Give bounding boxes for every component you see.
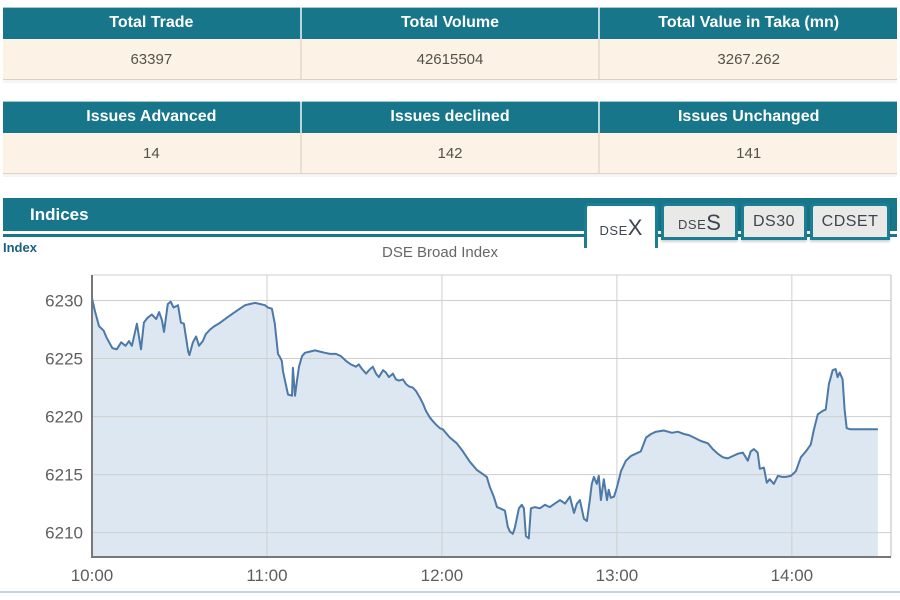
x-tick-label: 13:00 — [596, 566, 639, 585]
total-value-header: Total Value in Taka (mn) — [658, 14, 840, 31]
total-trade-value: 63397 — [3, 39, 302, 79]
y-tick-label: 6220 — [45, 408, 83, 427]
y-tick-label: 6225 — [45, 350, 83, 369]
total-volume-value: 42615504 — [302, 39, 601, 79]
indices-accent-line — [3, 234, 897, 237]
issues-declined-value: 142 — [302, 133, 601, 173]
trade-summary-header-row: Total Trade Total Volume Total Value in … — [3, 7, 897, 39]
tab-ds30-label: DS30 — [752, 212, 796, 230]
y-tick-label: 6210 — [45, 524, 83, 543]
dse-broad-index-chart: 6210 6215 6220 6225 6230 10:00 11:00 12:00 13:00… — [0, 236, 900, 592]
x-tick-label: 12:00 — [421, 566, 464, 585]
tab-dsex[interactable]: DSE X — [584, 203, 658, 248]
issues-summary-table: Issues Advanced Issues declined Issues U… — [3, 101, 897, 174]
y-axis-title: Index — [3, 240, 37, 255]
tab-cdset[interactable]: CDSET — [810, 203, 890, 240]
issues-advanced-header: Issues Advanced — [3, 101, 302, 133]
tab-ds30[interactable]: DS30 — [741, 203, 807, 240]
tab-dses[interactable]: DSE S — [661, 203, 738, 240]
total-value-taka-value: 3267.262 — [717, 50, 780, 68]
tab-dsex-label-prefix: DSE — [599, 222, 628, 238]
total-trade-header: Total Trade — [3, 7, 302, 39]
total-volume-header: Total Volume — [302, 7, 601, 39]
index-area-chart: 6210 6215 6220 6225 6230 10:00 11:00 12:00 13:00… — [45, 274, 892, 585]
index-line — [91, 297, 878, 540]
tab-cdset-label: CDSET — [821, 212, 879, 230]
x-tick-label: 11:00 — [246, 566, 287, 585]
indices-title: Indices — [30, 204, 89, 224]
panel-bottom-border — [0, 591, 900, 593]
index-tabs: DSE X DSE S DS30 CDSET — [584, 203, 890, 248]
chart-title: DSE Broad Index — [382, 244, 498, 261]
issues-value-row: 14 142 141 — [3, 133, 897, 174]
issues-unchanged-header: Issues Unchanged — [677, 108, 820, 125]
x-tick-label: 10:00 — [71, 566, 114, 585]
area-fill — [92, 298, 878, 557]
issues-header-row: Issues Advanced Issues declined Issues U… — [3, 101, 897, 133]
issues-declined-header: Issues declined — [302, 101, 601, 133]
y-tick-label: 6215 — [45, 466, 83, 485]
issues-advanced-value: 14 — [3, 133, 302, 173]
x-tick-label: 14:00 — [771, 566, 814, 585]
tab-dses-label-prefix: DSE — [678, 217, 707, 232]
tab-dsex-label-suffix: X — [627, 215, 643, 240]
trade-summary-table: Total Trade Total Volume Total Value in … — [3, 7, 897, 80]
trade-summary-value-row: 63397 42615504 3267.262 — [3, 39, 897, 80]
tab-dses-label-suffix: S — [706, 209, 721, 235]
y-tick-label: 6230 — [45, 292, 83, 311]
issues-unchanged-value: 141 — [736, 144, 762, 162]
